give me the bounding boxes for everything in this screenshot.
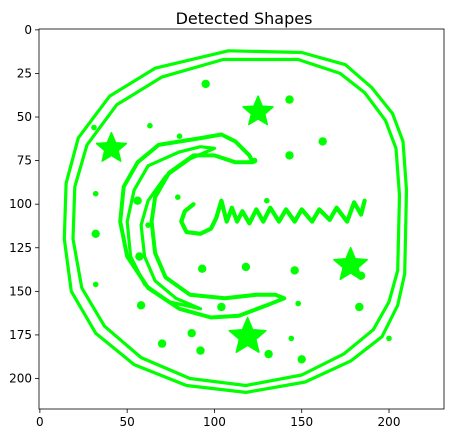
star-shape: [95, 131, 128, 162]
y-tick-label: 0: [24, 23, 32, 37]
dot-shape: [175, 194, 181, 200]
y-tick-label: 150: [9, 284, 32, 298]
dot-shape: [187, 329, 196, 338]
dot-shape: [92, 281, 99, 288]
dot-shape: [91, 229, 100, 238]
dot-shape: [196, 346, 205, 355]
x-tick-label: 0: [36, 415, 44, 429]
detected-shapes-layer: [62, 49, 409, 394]
x-tick-label: 50: [120, 415, 135, 429]
dot-shape: [198, 264, 207, 273]
dot-shape: [133, 196, 142, 205]
dot-shape: [157, 339, 167, 348]
dot-shape: [251, 157, 258, 164]
dot-shape: [136, 301, 146, 310]
x-tick-label: 200: [378, 415, 401, 429]
crescent-contour: [118, 132, 287, 320]
y-tick-label: 50: [17, 110, 32, 124]
dot-shape: [297, 355, 306, 364]
outer-contour: [62, 49, 409, 394]
star-shape: [242, 95, 274, 126]
dot-shape: [91, 124, 97, 131]
dot-shape: [241, 262, 251, 272]
y-tick-label: 100: [9, 197, 32, 211]
y-tick-label: 75: [17, 154, 32, 168]
crescent-inner-contour: [125, 145, 216, 311]
y-tick-label: 125: [9, 241, 32, 255]
dot-shape: [285, 151, 294, 160]
x-tick-label: 150: [290, 415, 313, 429]
dot-shape: [92, 190, 99, 197]
dot-shape: [290, 266, 299, 275]
y-tick-label: 200: [9, 371, 32, 385]
dot-shape: [147, 122, 153, 129]
y-tick-label: 25: [17, 66, 32, 80]
inner-contour: [71, 57, 402, 388]
dot-shape: [135, 252, 144, 261]
dot-shape: [264, 197, 270, 204]
y-tick-label: 175: [9, 328, 32, 342]
image-background: [39, 29, 444, 409]
dot-shape: [145, 222, 151, 228]
dot-shape: [217, 302, 226, 312]
dot-shape: [288, 335, 295, 342]
dot-shape: [176, 133, 183, 139]
x-tick-label: 100: [203, 415, 226, 429]
dot-shape: [295, 300, 302, 307]
star-shape: [228, 316, 267, 353]
star-shape: [333, 246, 368, 281]
plot-area: [38, 28, 445, 410]
dot-shape: [386, 335, 392, 342]
dot-shape: [318, 137, 327, 146]
script-text-contour: [179, 198, 367, 236]
dot-shape: [201, 79, 210, 89]
dot-shape: [356, 271, 366, 280]
axes-frame: [38, 28, 445, 410]
dot-shape: [355, 302, 364, 312]
chart-title: Detected Shapes: [176, 9, 313, 28]
dot-shape: [264, 349, 273, 359]
y-axis-ticks: 0 25 50 75 100 125 150 175 200: [9, 23, 39, 385]
dot-shape: [285, 95, 294, 104]
x-axis-ticks: 0 50 100 150 200: [36, 409, 400, 429]
